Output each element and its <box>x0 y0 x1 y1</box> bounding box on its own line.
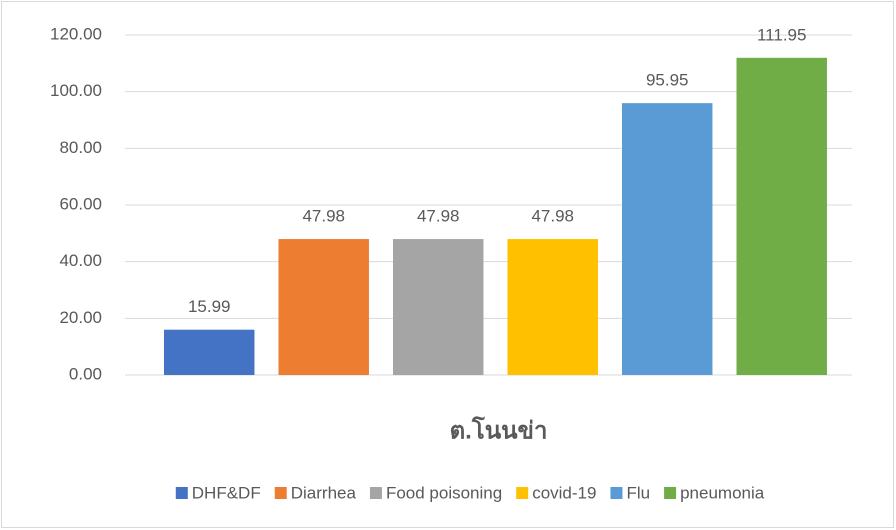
data-label: 47.98 <box>302 207 345 226</box>
bar <box>278 239 369 375</box>
data-label: 111.95 <box>757 25 806 44</box>
y-tick-label: 80.00 <box>59 138 102 157</box>
data-label: 95.95 <box>646 71 689 90</box>
legend-label: Flu <box>626 483 650 502</box>
legend-label: pneumonia <box>680 483 765 502</box>
bar <box>164 329 255 375</box>
y-tick-label: 120.00 <box>50 24 102 43</box>
legend-swatch <box>274 487 287 499</box>
legend-label: covid-19 <box>532 483 596 502</box>
legend-swatch <box>516 487 529 499</box>
data-label: 47.98 <box>417 207 460 226</box>
legend-label: Food poisoning <box>386 483 502 502</box>
y-tick-label: 20.00 <box>59 308 102 327</box>
legend-swatch <box>369 487 382 499</box>
legend-label: Diarrhea <box>291 483 357 502</box>
legend-swatch <box>175 487 188 499</box>
bar <box>622 103 713 376</box>
legend-swatch <box>610 487 623 499</box>
legend-label: DHF&DF <box>192 483 261 502</box>
y-tick-label: 100.00 <box>50 81 102 100</box>
y-tick-label: 0.00 <box>69 364 102 383</box>
bar <box>736 57 827 375</box>
y-tick-label: 40.00 <box>59 251 102 270</box>
y-tick-label: 60.00 <box>59 194 102 213</box>
bar <box>393 239 484 375</box>
x-tick-label: ต.โนนข่า <box>450 415 548 444</box>
bar <box>507 239 598 375</box>
data-label: 47.98 <box>531 207 574 226</box>
legend-swatch <box>664 487 677 499</box>
data-label: 15.99 <box>188 297 231 316</box>
